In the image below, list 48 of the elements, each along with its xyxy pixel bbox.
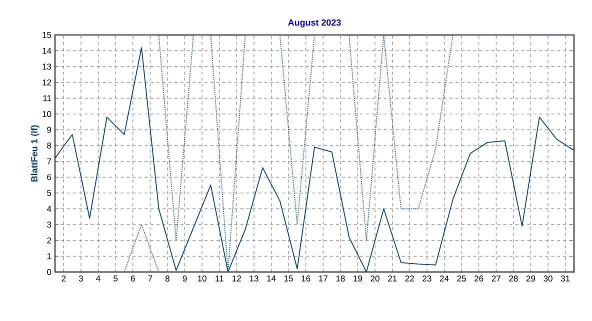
x-tick-label: 28 <box>509 276 518 282</box>
y-tick-label: 13 <box>42 64 52 70</box>
y-tick-label: 4 <box>46 206 52 212</box>
x-tick-label: 23 <box>422 276 432 282</box>
x-tick-label: 7 <box>148 276 152 282</box>
x-tick-label: 12 <box>232 276 241 282</box>
y-tick-label: 11 <box>43 95 52 102</box>
y-tick-label: 5 <box>47 190 52 196</box>
x-tick-label: 22 <box>405 276 414 282</box>
x-tick-label: 30 <box>544 276 552 282</box>
x-tick-label: 13 <box>250 276 258 282</box>
y-tick-label: 14 <box>42 48 52 54</box>
y-tick-label: 7 <box>47 158 52 164</box>
x-tick-label: 25 <box>457 276 466 282</box>
x-tick-label: 9 <box>182 276 187 282</box>
x-tick-label: 11 <box>216 276 224 282</box>
x-tick-label: 16 <box>302 276 310 282</box>
y-tick-label: 0 <box>47 269 52 275</box>
x-tick-label: 5 <box>114 276 118 282</box>
x-tick-label: 20 <box>370 276 380 282</box>
y-tick-label: 1 <box>47 253 52 260</box>
x-tick-label: 10 <box>198 276 206 282</box>
y-tick-label: 9 <box>47 126 52 133</box>
x-tick-label: 27 <box>492 276 500 282</box>
y-tick-label: 15 <box>42 32 52 38</box>
y-tick-label: 10 <box>42 111 52 117</box>
x-tick-label: 24 <box>440 276 449 282</box>
y-tick-label: 2 <box>47 237 52 244</box>
y-tick-label: 12 <box>42 79 52 86</box>
y-tick-label: 6 <box>47 174 52 180</box>
y-tick-label: 3 <box>47 222 52 228</box>
x-tick-label: 18 <box>336 276 345 282</box>
chart-title: August 2023 <box>288 19 341 28</box>
x-tick-label: 29 <box>526 276 536 282</box>
y-tick-label: 8 <box>47 142 52 149</box>
x-tick-label: 6 <box>130 276 135 282</box>
x-tick-label: 8 <box>165 276 170 282</box>
x-tick-label: 14 <box>267 276 276 282</box>
x-tick-label: 21 <box>388 276 397 282</box>
x-tick-label: 19 <box>354 276 362 282</box>
x-tick-label: 15 <box>284 276 293 282</box>
x-tick-label: 26 <box>474 276 484 282</box>
x-tick-label: 17 <box>319 276 328 282</box>
x-tick-label: 3 <box>78 276 83 282</box>
x-tick-label: 4 <box>96 276 100 282</box>
y-axis-title: BlattFeu 1 (lf) <box>30 125 40 182</box>
x-tick-label: 31 <box>560 276 570 282</box>
x-tick-label: 2 <box>62 276 66 282</box>
